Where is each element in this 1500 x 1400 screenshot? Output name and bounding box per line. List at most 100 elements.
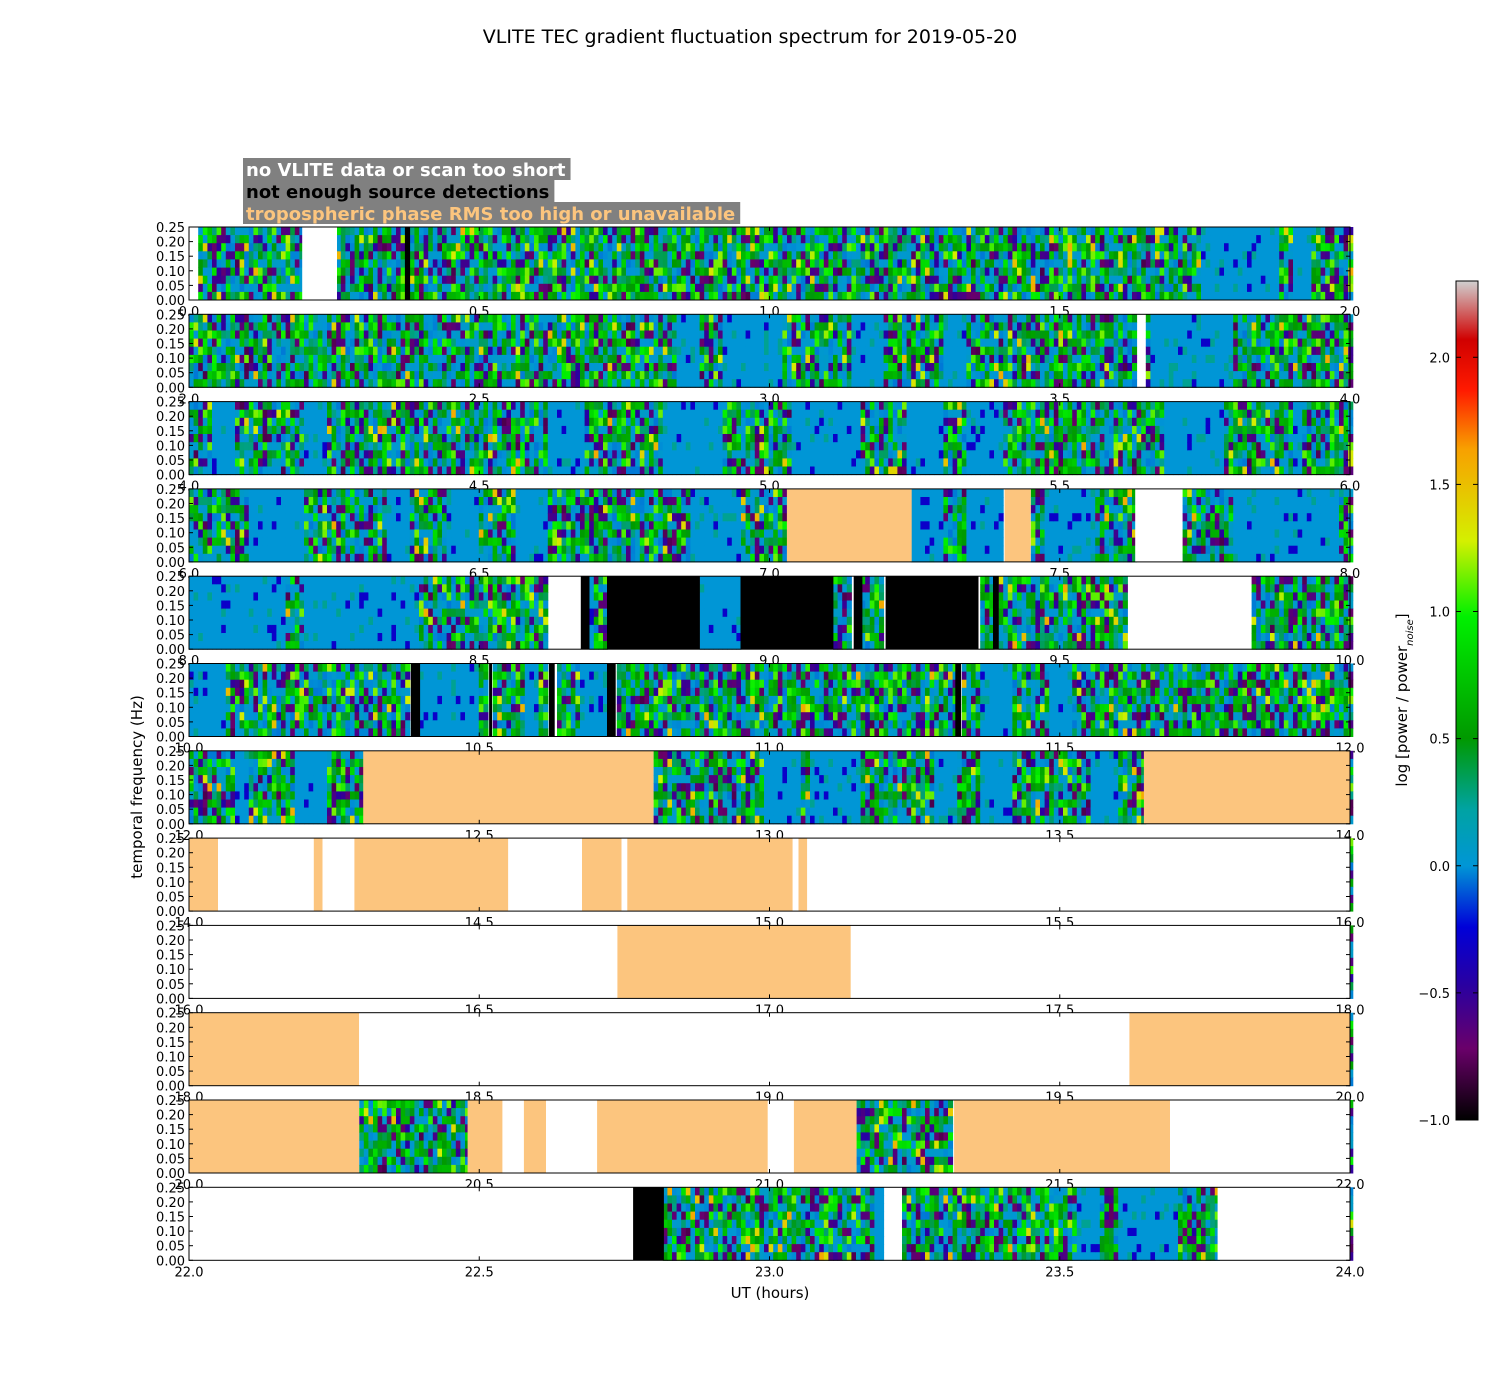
heat-cell	[1302, 243, 1308, 252]
heat-cell	[938, 363, 944, 372]
heat-cell	[396, 417, 402, 427]
heat-cell	[759, 363, 765, 372]
heat-cell	[386, 314, 392, 323]
heat-cell	[888, 227, 894, 236]
heat-cell	[980, 322, 986, 331]
heat-cell	[653, 283, 659, 293]
heat-cell	[961, 371, 967, 380]
heat-cell	[1205, 291, 1211, 301]
heat-cell	[819, 363, 825, 372]
heat-cell	[1127, 243, 1133, 252]
heat-cell	[892, 338, 898, 348]
heat-cell	[1242, 354, 1248, 364]
heat-cell	[934, 322, 940, 331]
heat-cell	[483, 354, 489, 364]
heat-cell	[929, 314, 935, 323]
heat-cell	[1053, 291, 1059, 301]
heat-cell	[478, 259, 484, 268]
heat-cell	[966, 259, 972, 268]
heat-cell	[782, 363, 788, 372]
heat-cell	[239, 409, 245, 419]
heat-cell	[1072, 346, 1078, 356]
heat-cell	[1095, 379, 1101, 388]
heat-cell	[1219, 354, 1225, 364]
heat-cell	[359, 401, 365, 411]
heat-cell	[442, 259, 448, 268]
heat-cell	[281, 363, 287, 372]
heat-cell	[359, 243, 365, 252]
heat-cell	[1118, 330, 1124, 340]
heat-cell	[722, 379, 728, 388]
heat-cell	[552, 283, 558, 293]
heat-cell	[1113, 338, 1119, 348]
heat-cell	[1251, 235, 1257, 244]
heat-cell	[1003, 371, 1009, 380]
heat-cell	[616, 371, 622, 380]
heat-cell	[1030, 322, 1036, 331]
heat-cell	[828, 267, 834, 277]
heat-cell	[787, 235, 793, 244]
heat-cell	[414, 243, 420, 252]
heat-cell	[1256, 322, 1262, 331]
heat-cell	[782, 322, 788, 331]
heat-cell	[718, 227, 724, 236]
heat-cell	[405, 409, 411, 419]
heat-cell	[230, 417, 236, 427]
heat-cell	[239, 371, 245, 380]
heat-cell	[534, 346, 540, 356]
heat-cell	[879, 243, 885, 252]
heat-cell	[281, 235, 287, 244]
heat-cell	[437, 283, 443, 293]
heat-cell	[285, 450, 291, 459]
heat-cell	[345, 243, 351, 252]
heat-cell	[382, 354, 388, 364]
heat-cell	[1293, 371, 1299, 380]
heat-cell	[695, 251, 701, 260]
heat-cell	[1187, 354, 1193, 364]
heat-cell	[819, 235, 825, 244]
heat-cell	[1237, 291, 1243, 301]
heat-cell	[1044, 243, 1050, 252]
heat-cell	[230, 458, 236, 467]
heat-cell	[382, 322, 388, 331]
heat-cell	[460, 363, 466, 372]
heat-cell	[474, 330, 480, 340]
heat-cell	[290, 338, 296, 348]
heat-cell	[262, 243, 268, 252]
heat-cell	[198, 259, 204, 268]
heat-cell	[276, 346, 282, 356]
heat-cell	[345, 275, 351, 285]
heat-cell	[345, 346, 351, 356]
heat-cell	[1026, 251, 1032, 260]
heat-cell	[1164, 346, 1170, 356]
heat-cell	[851, 330, 857, 340]
heat-cell	[377, 409, 383, 419]
heat-cell	[1348, 379, 1354, 388]
heat-cell	[221, 409, 227, 419]
heat-cell	[336, 243, 342, 252]
heat-cell	[616, 330, 622, 340]
heat-cell	[244, 417, 250, 427]
heat-cell	[271, 425, 277, 435]
heat-cell	[506, 283, 512, 293]
heat-cell	[294, 275, 300, 285]
heat-cell	[773, 379, 779, 388]
heat-cell	[469, 243, 475, 252]
heat-cell	[980, 354, 986, 364]
heat-cell	[331, 314, 337, 323]
heat-cell	[327, 466, 333, 476]
heat-cell	[428, 330, 434, 340]
heat-cell	[501, 235, 507, 244]
heat-cell	[359, 259, 365, 268]
heat-cell	[718, 363, 724, 372]
heat-cell	[1256, 314, 1262, 323]
heat-cell	[805, 371, 811, 380]
heat-cell	[538, 251, 544, 260]
heat-cell	[391, 338, 397, 348]
heat-cell	[225, 434, 231, 443]
heat-cell	[1325, 235, 1331, 244]
heat-cell	[708, 354, 714, 364]
heat-cell	[207, 338, 213, 348]
heat-cell	[1168, 338, 1174, 348]
heat-cell	[906, 354, 912, 364]
